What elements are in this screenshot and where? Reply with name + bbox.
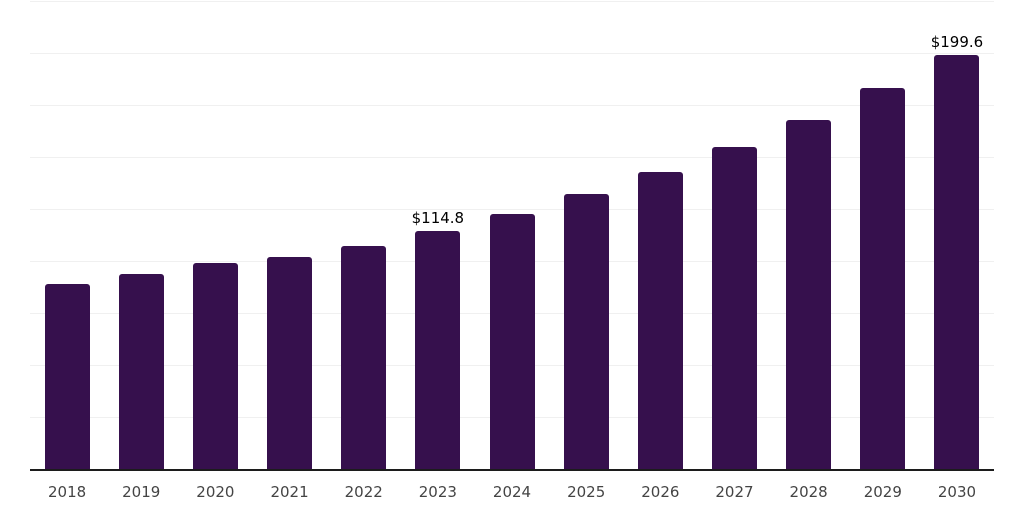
- bar-2026: [637, 171, 683, 470]
- bar-value-label-2023: $114.8: [411, 209, 465, 228]
- x-tick-label-2026: 2026: [641, 483, 680, 501]
- x-tick-label-2021: 2021: [270, 483, 309, 501]
- bar-slot-2025: [549, 2, 623, 470]
- x-tick-label-2023: 2023: [418, 483, 457, 501]
- bars-row: $114.8 $199.6: [30, 2, 994, 470]
- gridline: [30, 53, 994, 54]
- bar-slot-2019: [104, 2, 178, 470]
- x-tick-label-2018: 2018: [47, 483, 87, 501]
- bar-slot-2027: [697, 2, 771, 470]
- gridline: [30, 157, 994, 159]
- x-tick-label-2027: 2027: [715, 483, 754, 501]
- x-tick-label-2024: 2024: [492, 483, 532, 501]
- bar-slot-2028: [772, 2, 846, 470]
- x-tick-label-2022: 2022: [344, 483, 383, 501]
- x-tick-label-2028: 2028: [789, 483, 828, 501]
- bar-slot-2026: [623, 2, 697, 470]
- gridline: [30, 209, 994, 210]
- bar-2024: [489, 213, 535, 470]
- x-tick-label-2029: 2029: [863, 483, 902, 501]
- gridline: [30, 105, 994, 106]
- plot-area: $114.8 $199.6: [30, 1, 994, 471]
- bar-slot-2022: [327, 2, 401, 470]
- bar-slot-2023: $114.8: [401, 2, 475, 470]
- bar-2028: [786, 119, 832, 470]
- bar-2019: [118, 274, 164, 470]
- bar-slot-2018: [30, 2, 104, 470]
- bar-2018: [44, 284, 90, 470]
- bar-2020: [192, 263, 238, 470]
- bar-slot-2030: $199.6: [920, 2, 994, 470]
- bar-2023: [415, 231, 461, 470]
- bar-2025: [563, 193, 609, 470]
- bar-2030: [934, 54, 980, 470]
- bar-value-label-2030: $199.6: [930, 32, 984, 51]
- bar-slot-2020: [178, 2, 252, 470]
- x-tick-label-2019: 2019: [122, 483, 161, 501]
- x-tick-label-2030: 2030: [937, 483, 977, 501]
- x-tick-label-2020: 2020: [196, 483, 235, 501]
- bar-2021: [267, 256, 313, 470]
- bar-slot-2029: [846, 2, 920, 470]
- bar-2029: [860, 88, 906, 470]
- x-axis-labels: 2018 2019 2020 2021 2022 2023 2024 2025 2026 2027…: [30, 471, 994, 501]
- gridline: [30, 1, 994, 2]
- bar-slot-2021: [252, 2, 326, 470]
- x-tick-label-2025: 2025: [567, 483, 606, 501]
- x-axis-line: [30, 469, 994, 471]
- bar-2027: [711, 147, 757, 470]
- bar-2022: [341, 245, 387, 470]
- bar-slot-2024: [475, 2, 549, 470]
